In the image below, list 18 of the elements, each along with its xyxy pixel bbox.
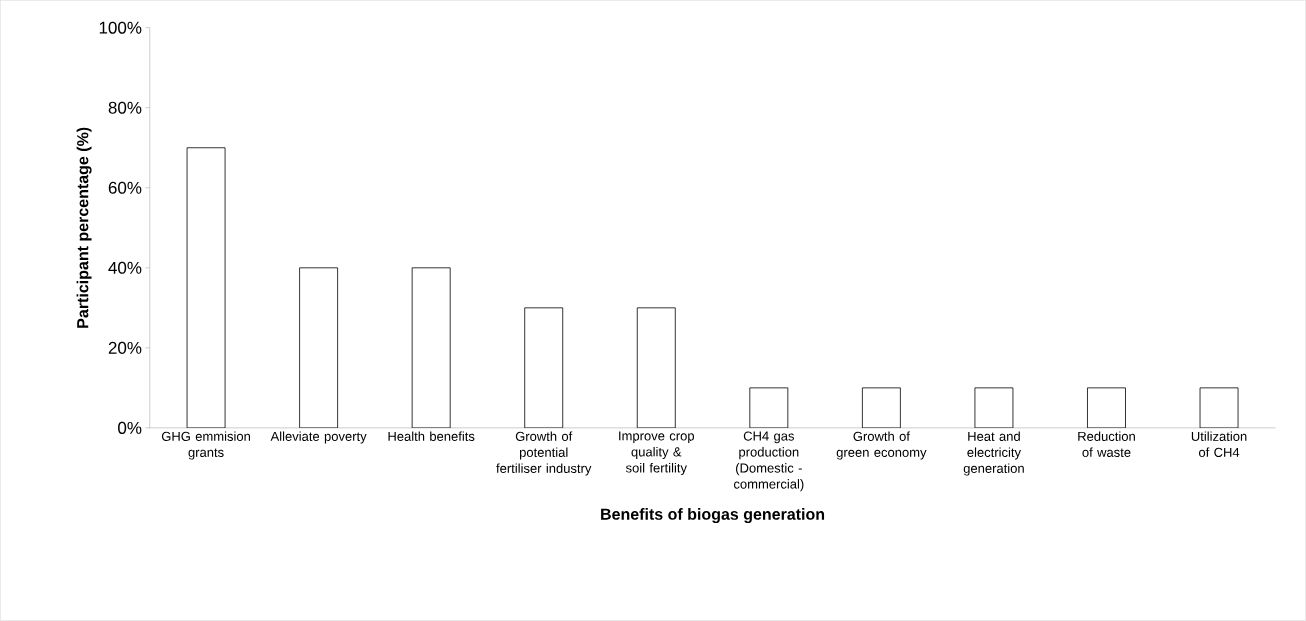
- x-tick-label: Reduction of waste: [1078, 431, 1135, 458]
- y-tick-label: 80%: [108, 101, 142, 114]
- y-tick-label: 20%: [108, 341, 142, 355]
- x-tick-label: GHG emmision grants: [161, 431, 250, 460]
- x-tick-label: Heat and electricity generation: [963, 431, 1024, 476]
- x-tick-label: Health benefits: [388, 431, 475, 442]
- x-tick-label: Growth of potential fertiliser industry: [496, 431, 592, 476]
- y-tick-label: 60%: [108, 181, 142, 194]
- y-tick-label: 40%: [108, 261, 142, 274]
- x-tick-label: Alleviate poverty: [270, 431, 367, 444]
- y-tick-label: 0%: [118, 422, 142, 435]
- x-tick-label: Growth of green economy: [836, 431, 927, 460]
- y-tick-label: 100%: [99, 21, 142, 34]
- x-tick-label: Utilization of CH4: [1191, 431, 1247, 458]
- x-tick-label: CH4 gas production (Domestic - commercial): [733, 431, 804, 492]
- y-axis-title: Participant percentage (%): [76, 127, 92, 328]
- x-axis-title: Benefits of biogas generation: [601, 508, 825, 524]
- x-tick-label: Improve crop quality & soil fertility: [619, 431, 695, 476]
